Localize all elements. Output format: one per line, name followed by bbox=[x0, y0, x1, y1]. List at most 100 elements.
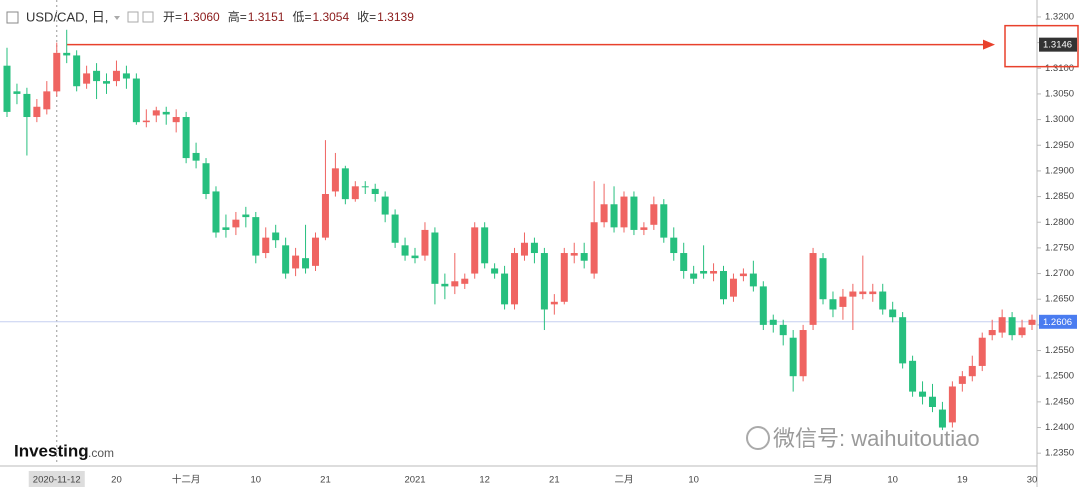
candle-body bbox=[232, 219, 240, 228]
candle-body bbox=[73, 55, 81, 87]
candle-body bbox=[212, 191, 220, 233]
candle-body bbox=[53, 52, 61, 92]
ohlc-value: 1.3060 bbox=[183, 10, 220, 24]
candle-body bbox=[252, 217, 260, 256]
logo-suffix: .com bbox=[88, 446, 114, 460]
candle-body bbox=[580, 253, 588, 261]
candle-body bbox=[909, 360, 917, 392]
y-tick-label: 1.2900 bbox=[1045, 165, 1074, 176]
candle-body bbox=[491, 268, 499, 274]
y-tick-label: 1.3100 bbox=[1045, 63, 1074, 74]
candle-body bbox=[729, 278, 737, 297]
icon[interactable] bbox=[127, 11, 139, 23]
candle-body bbox=[779, 324, 787, 336]
candle-body bbox=[520, 242, 528, 256]
candle-body bbox=[769, 319, 777, 325]
candle-body bbox=[849, 291, 857, 297]
ohlc-value: 1.3139 bbox=[377, 10, 414, 24]
candle-body bbox=[570, 253, 578, 256]
candle-body bbox=[799, 330, 807, 377]
candle-body bbox=[311, 237, 319, 266]
candle-body bbox=[670, 237, 678, 254]
x-tick-label: 19 bbox=[957, 475, 968, 486]
candle-body bbox=[590, 222, 598, 274]
candle-body bbox=[540, 253, 548, 310]
candle-body bbox=[819, 258, 827, 300]
candle-body bbox=[660, 204, 668, 238]
candle-body bbox=[23, 93, 31, 118]
candle-body bbox=[550, 301, 558, 305]
candle-body bbox=[152, 110, 160, 116]
candle-body bbox=[610, 204, 618, 228]
candle-body bbox=[988, 330, 996, 336]
x-tick-label: 十二月 bbox=[172, 474, 201, 486]
candle-body bbox=[262, 237, 270, 254]
candle-body bbox=[829, 299, 837, 310]
candle-body bbox=[461, 278, 469, 284]
candle-body bbox=[331, 168, 339, 192]
candle-body bbox=[93, 70, 101, 82]
candle-body bbox=[948, 386, 956, 423]
ohlc-value: 1.3054 bbox=[312, 10, 349, 24]
candle-body bbox=[1008, 317, 1016, 336]
candle-body bbox=[192, 152, 200, 161]
candle-body bbox=[63, 52, 71, 56]
chart-icon bbox=[6, 11, 19, 24]
y-tick-label: 1.2700 bbox=[1045, 268, 1074, 279]
candle-body bbox=[182, 117, 190, 159]
candle-body bbox=[202, 163, 210, 195]
candle-body bbox=[172, 117, 180, 123]
candle-body bbox=[809, 253, 817, 325]
ohlc-value: 1.3151 bbox=[248, 10, 285, 24]
x-tick-label: 21 bbox=[549, 475, 560, 486]
candle-body bbox=[441, 283, 449, 287]
y-tick-label: 1.2850 bbox=[1045, 191, 1074, 202]
candle-body bbox=[471, 227, 479, 274]
icon[interactable] bbox=[142, 11, 154, 23]
candle-body bbox=[351, 186, 359, 200]
candle-body bbox=[411, 255, 419, 259]
candle-body bbox=[869, 291, 877, 295]
candle-body bbox=[451, 281, 459, 287]
x-tick-label: 10 bbox=[887, 475, 898, 486]
x-tick-label: 2020-11-12 bbox=[33, 475, 81, 486]
candle-body bbox=[43, 91, 51, 110]
ohlc-label: 收= bbox=[357, 10, 376, 24]
y-tick-label: 1.2950 bbox=[1045, 140, 1074, 151]
candle-body bbox=[142, 120, 150, 123]
candle-body bbox=[640, 227, 648, 230]
candle-body bbox=[720, 270, 728, 300]
candle-body bbox=[501, 273, 509, 305]
symbol: USD/CAD, 日, bbox=[26, 9, 108, 24]
candle-body bbox=[13, 91, 21, 94]
candle-body bbox=[481, 227, 489, 264]
candle-body bbox=[361, 186, 369, 188]
price-marker-label: 1.3146 bbox=[1043, 40, 1072, 51]
y-tick-label: 1.2750 bbox=[1045, 242, 1074, 253]
dropdown[interactable] bbox=[114, 16, 120, 20]
x-tick-label: 10 bbox=[250, 475, 261, 486]
wechat-icon bbox=[746, 426, 770, 450]
x-label-highlight bbox=[28, 471, 85, 487]
y-tick-label: 1.2650 bbox=[1045, 294, 1074, 305]
candle-body bbox=[371, 188, 379, 195]
candle-body bbox=[132, 78, 140, 123]
candle-body bbox=[511, 253, 519, 305]
ohlc-label: 高= bbox=[228, 9, 247, 24]
candle-body bbox=[968, 365, 976, 377]
y-tick-label: 1.3000 bbox=[1045, 114, 1074, 125]
candle-body bbox=[112, 70, 120, 82]
candle-body bbox=[938, 409, 946, 428]
candle-body bbox=[620, 196, 628, 228]
candle-body bbox=[421, 229, 429, 256]
candle-body bbox=[1018, 327, 1026, 336]
candle-body bbox=[162, 111, 170, 115]
candle-body bbox=[690, 273, 698, 279]
candle-body bbox=[381, 196, 389, 215]
price-marker-box bbox=[1039, 37, 1077, 52]
candle-body bbox=[3, 65, 11, 112]
candle-body bbox=[222, 227, 230, 230]
candle-body bbox=[680, 253, 688, 271]
